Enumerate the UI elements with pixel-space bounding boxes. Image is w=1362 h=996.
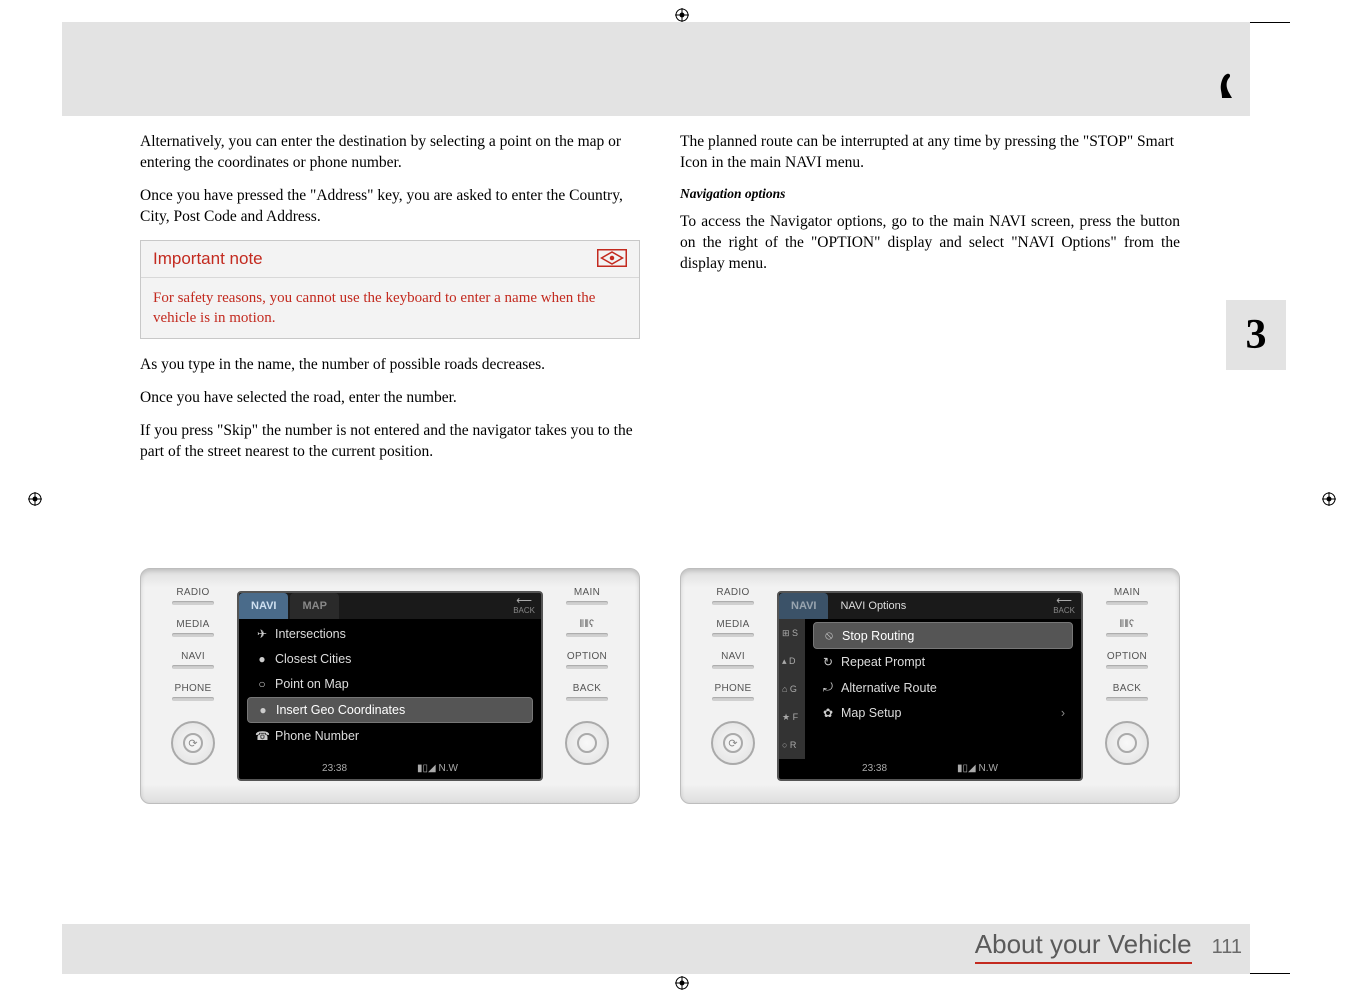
infotainment-screen: NAVI MAP BACK ✈ Intersections ● Closest Ci… — [237, 591, 543, 781]
chevron-right-icon: › — [1061, 706, 1065, 720]
top-banner — [62, 22, 1250, 116]
back-softkey[interactable]: BACK — [1053, 597, 1075, 615]
option-button[interactable]: OPTION — [1098, 651, 1156, 677]
map-tab[interactable]: MAP — [290, 593, 338, 619]
menu-item[interactable]: ⦸ Stop Routing — [813, 622, 1073, 649]
signal-button[interactable]: ⦀⦀ʕ — [1098, 619, 1156, 645]
side-mark: ○ R — [782, 740, 805, 750]
menu-item-label: Alternative Route — [841, 681, 937, 695]
option-button[interactable]: OPTION — [558, 651, 616, 677]
screen-title: NAVI Options — [830, 593, 1081, 619]
registration-mark-left — [28, 492, 40, 504]
right-column: The planned route can be interrupted at … — [680, 132, 1180, 475]
infotainment-unit-right: RADIO MEDIA NAVI PHONE ⟳ NAVI NAVI Optio… — [680, 568, 1180, 804]
infotainment-unit-left: RADIO MEDIA NAVI PHONE ⟳ NAVI MAP BACK ✈… — [140, 568, 640, 804]
paragraph: As you type in the name, the number of p… — [140, 355, 640, 376]
paragraph: If you press "Skip" the number is not en… — [140, 421, 640, 463]
signal-button[interactable]: ⦀⦀ʕ — [558, 619, 616, 645]
menu-item-label: Point on Map — [275, 677, 349, 691]
menu-item[interactable]: ● Insert Geo Coordinates — [247, 697, 533, 723]
menu-item[interactable]: ● Closest Cities — [247, 647, 533, 671]
menu-item[interactable]: ⤾ Alternative Route — [813, 675, 1073, 700]
phone-button[interactable]: PHONE — [164, 683, 222, 709]
power-icon: ⟳ — [723, 733, 743, 753]
warning-eye-icon — [597, 249, 627, 269]
knob-inner-icon — [1117, 733, 1137, 753]
navi-tab[interactable]: NAVI — [779, 593, 828, 619]
navi-button[interactable]: NAVI — [704, 651, 762, 677]
paragraph: The planned route can be interrupted at … — [680, 132, 1180, 174]
note-title: Important note — [153, 249, 263, 269]
radio-button[interactable]: RADIO — [164, 587, 222, 613]
rotary-knob[interactable] — [565, 721, 609, 765]
point-on-map-icon: ○ — [255, 677, 269, 691]
stop-routing-icon: ⦸ — [822, 628, 836, 643]
page-number: 111 — [1212, 936, 1242, 959]
closest-cities-icon: ● — [255, 652, 269, 666]
map-setup-icon: ✿ — [821, 706, 835, 720]
repeat-prompt-icon: ↻ — [821, 655, 835, 669]
side-mark: ★ F — [782, 712, 805, 723]
rotary-knob[interactable]: ⟳ — [711, 721, 755, 765]
menu-item-label: Insert Geo Coordinates — [276, 703, 405, 717]
media-button[interactable]: MEDIA — [704, 619, 762, 645]
radio-button[interactable]: RADIO — [704, 587, 762, 613]
back-softkey[interactable]: BACK — [513, 597, 535, 615]
menu-item-label: Closest Cities — [275, 652, 351, 666]
paragraph: Once you have pressed the "Address" key,… — [140, 186, 640, 228]
menu-item-label: Repeat Prompt — [841, 655, 925, 669]
signal-indicator: ▮▯◢ N.W — [957, 763, 998, 774]
note-body: For safety reasons, you cannot use the k… — [141, 277, 639, 339]
rotary-knob[interactable] — [1105, 721, 1149, 765]
section-title: About your Vehicle — [975, 929, 1192, 964]
navi-tab[interactable]: NAVI — [239, 593, 288, 619]
chapter-number: 3 — [1226, 300, 1286, 370]
alternative-route-icon: ⤾ — [821, 680, 835, 695]
registration-mark-top — [675, 8, 687, 20]
menu-item[interactable]: ↻ Repeat Prompt — [813, 650, 1073, 674]
screen-sidebar: ⊞ S ▴ D ⌂ G ★ F ○ R — [779, 619, 805, 759]
subheading: Navigation options — [680, 186, 1180, 202]
navi-button[interactable]: NAVI — [164, 651, 222, 677]
brand-logo-icon — [1218, 72, 1236, 100]
registration-mark-bottom — [675, 976, 687, 988]
left-column: Alternatively, you can enter the destina… — [140, 132, 640, 475]
side-mark: ▴ D — [782, 656, 805, 667]
media-button[interactable]: MEDIA — [164, 619, 222, 645]
main-button[interactable]: MAIN — [558, 587, 616, 613]
main-button[interactable]: MAIN — [1098, 587, 1156, 613]
phone-button[interactable]: PHONE — [704, 683, 762, 709]
back-button[interactable]: BACK — [1098, 683, 1156, 709]
clock-display: 23:38 — [322, 763, 347, 774]
paragraph: Alternatively, you can enter the destina… — [140, 132, 640, 174]
menu-item[interactable]: ✿ Map Setup › — [813, 701, 1073, 725]
side-mark: ⊞ S — [782, 628, 805, 639]
menu-item[interactable]: ✈ Intersections — [247, 622, 533, 646]
registration-mark-right — [1322, 492, 1334, 504]
menu-item-label: Phone Number — [275, 729, 359, 743]
menu-item-label: Intersections — [275, 627, 346, 641]
menu-item[interactable]: ○ Point on Map — [247, 672, 533, 696]
geo-coordinates-icon: ● — [256, 703, 270, 717]
clock-display: 23:38 — [862, 763, 887, 774]
phone-number-icon: ☎ — [255, 729, 269, 743]
intersections-icon: ✈ — [255, 627, 269, 641]
back-button[interactable]: BACK — [558, 683, 616, 709]
menu-item-label: Map Setup — [841, 706, 901, 720]
important-note-box: Important note For safety reasons, you c… — [140, 240, 640, 340]
knob-inner-icon — [577, 733, 597, 753]
menu-item[interactable]: ☎ Phone Number — [247, 724, 533, 748]
infotainment-screen: NAVI NAVI Options BACK ⊞ S ▴ D ⌂ G ★ F ○… — [777, 591, 1083, 781]
power-icon: ⟳ — [183, 733, 203, 753]
menu-item-label: Stop Routing — [842, 629, 914, 643]
signal-indicator: ▮▯◢ N.W — [417, 763, 458, 774]
side-mark: ⌂ G — [782, 684, 805, 694]
paragraph: Once you have selected the road, enter t… — [140, 388, 640, 409]
rotary-knob[interactable]: ⟳ — [171, 721, 215, 765]
paragraph: To access the Navigator options, go to t… — [680, 212, 1180, 275]
